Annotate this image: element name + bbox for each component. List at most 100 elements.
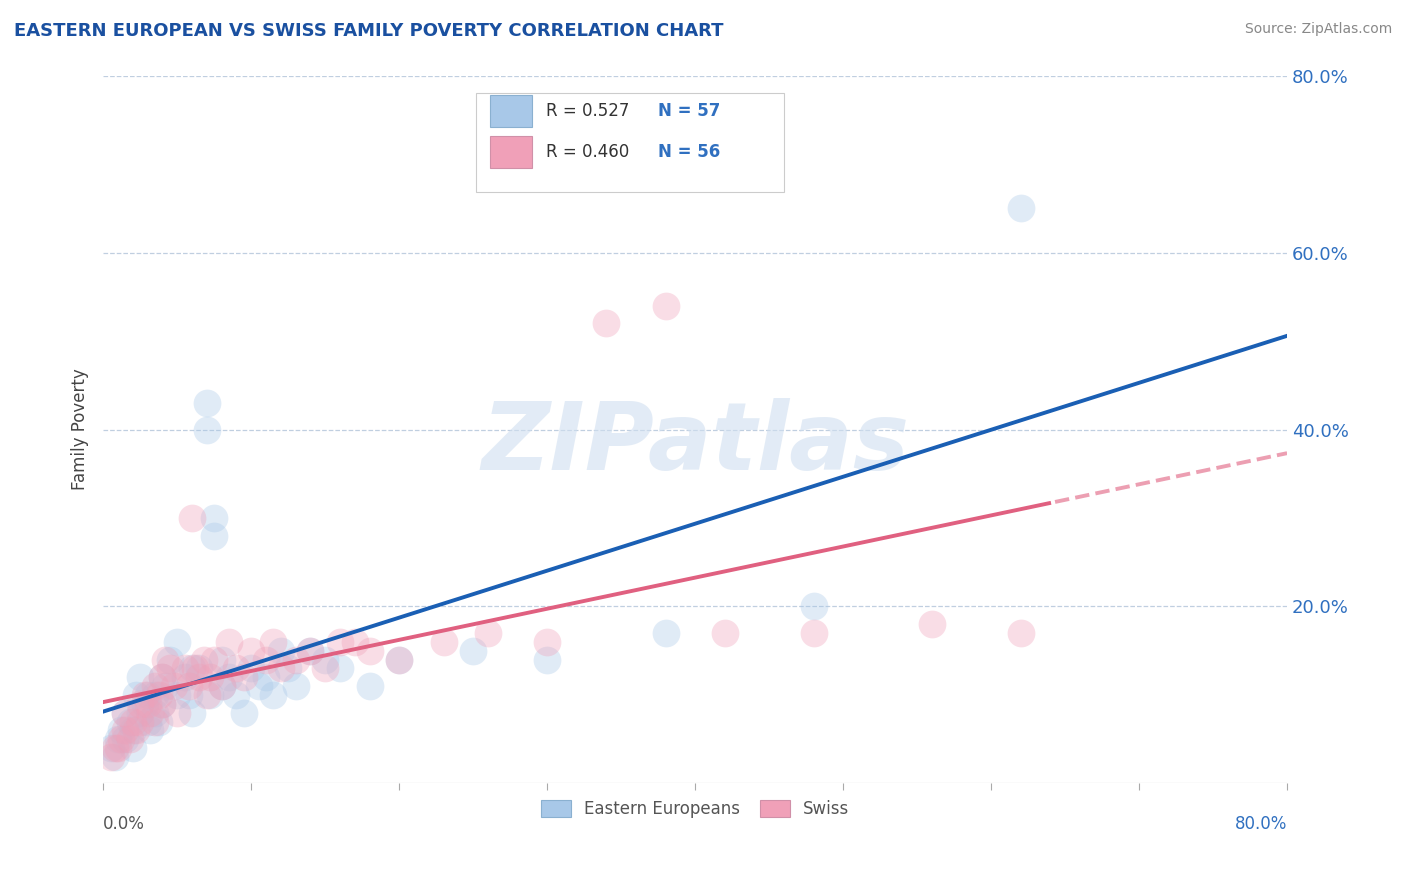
Point [218,670,240,684]
Point [107,741,129,756]
Point [654,626,676,640]
Point [110,732,132,747]
Text: R = 0.460: R = 0.460 [546,143,628,161]
Point [163,679,186,693]
Point [114,706,136,720]
Point [314,652,336,666]
Text: ZIPatlas: ZIPatlas [481,398,910,490]
Point [104,750,127,764]
Point [803,626,825,640]
Point [202,529,225,543]
Point [240,661,263,675]
Point [388,652,411,666]
Point [211,679,233,693]
Point [595,316,617,330]
Point [114,732,136,747]
Point [177,688,200,702]
FancyBboxPatch shape [491,136,531,168]
Point [181,706,204,720]
Point [136,688,159,702]
Point [173,670,195,684]
Point [166,635,188,649]
FancyBboxPatch shape [491,95,531,128]
Point [188,661,211,675]
Point [129,697,152,711]
Point [195,423,218,437]
Point [359,644,381,658]
Point [343,635,366,649]
Point [654,299,676,313]
Point [125,688,148,702]
Point [211,652,233,666]
Point [121,714,143,729]
Point [218,635,240,649]
Point [359,679,381,693]
Point [232,706,254,720]
Point [184,661,207,675]
Point [202,511,225,525]
Point [277,661,299,675]
Point [225,688,247,702]
Point [148,714,170,729]
Legend: Eastern Europeans, Swiss: Eastern Europeans, Swiss [534,793,856,825]
Point [143,706,166,720]
Point [247,679,270,693]
Point [195,396,218,410]
Point [118,732,141,747]
Point [129,670,152,684]
Point [1010,626,1032,640]
Point [104,741,127,756]
Point [143,714,166,729]
Point [232,670,254,684]
Point [110,723,132,738]
Point [262,635,284,649]
Point [202,652,225,666]
Point [150,697,173,711]
Point [329,661,352,675]
Text: N = 57: N = 57 [658,103,721,120]
Point [100,741,122,756]
Text: EASTERN EUROPEAN VS SWISS FAMILY POVERTY CORRELATION CHART: EASTERN EUROPEAN VS SWISS FAMILY POVERTY… [14,22,724,40]
Point [136,714,159,729]
Point [198,688,221,702]
Point [1010,201,1032,215]
Point [432,635,454,649]
Point [173,661,195,675]
Point [150,697,173,711]
Point [461,644,484,658]
Point [262,688,284,702]
Point [166,688,188,702]
Point [159,661,181,675]
Point [803,599,825,614]
Point [225,661,247,675]
Point [193,652,215,666]
Text: 80.0%: 80.0% [1234,815,1286,833]
Point [181,511,204,525]
Point [314,661,336,675]
Text: N = 56: N = 56 [658,143,721,161]
Point [139,723,162,738]
Point [136,697,159,711]
Point [148,688,170,702]
Point [114,706,136,720]
Point [195,688,218,702]
Point [134,697,156,711]
Point [177,679,200,693]
Point [121,723,143,738]
Point [536,652,558,666]
Point [134,688,156,702]
Point [155,679,177,693]
Point [299,644,322,658]
FancyBboxPatch shape [477,94,785,193]
Text: Source: ZipAtlas.com: Source: ZipAtlas.com [1244,22,1392,37]
Point [121,741,143,756]
Point [329,635,352,649]
Point [143,688,166,702]
Point [155,652,177,666]
Point [536,635,558,649]
Point [713,626,735,640]
Point [211,679,233,693]
Text: R = 0.527: R = 0.527 [546,103,630,120]
Point [150,670,173,684]
Point [270,644,292,658]
